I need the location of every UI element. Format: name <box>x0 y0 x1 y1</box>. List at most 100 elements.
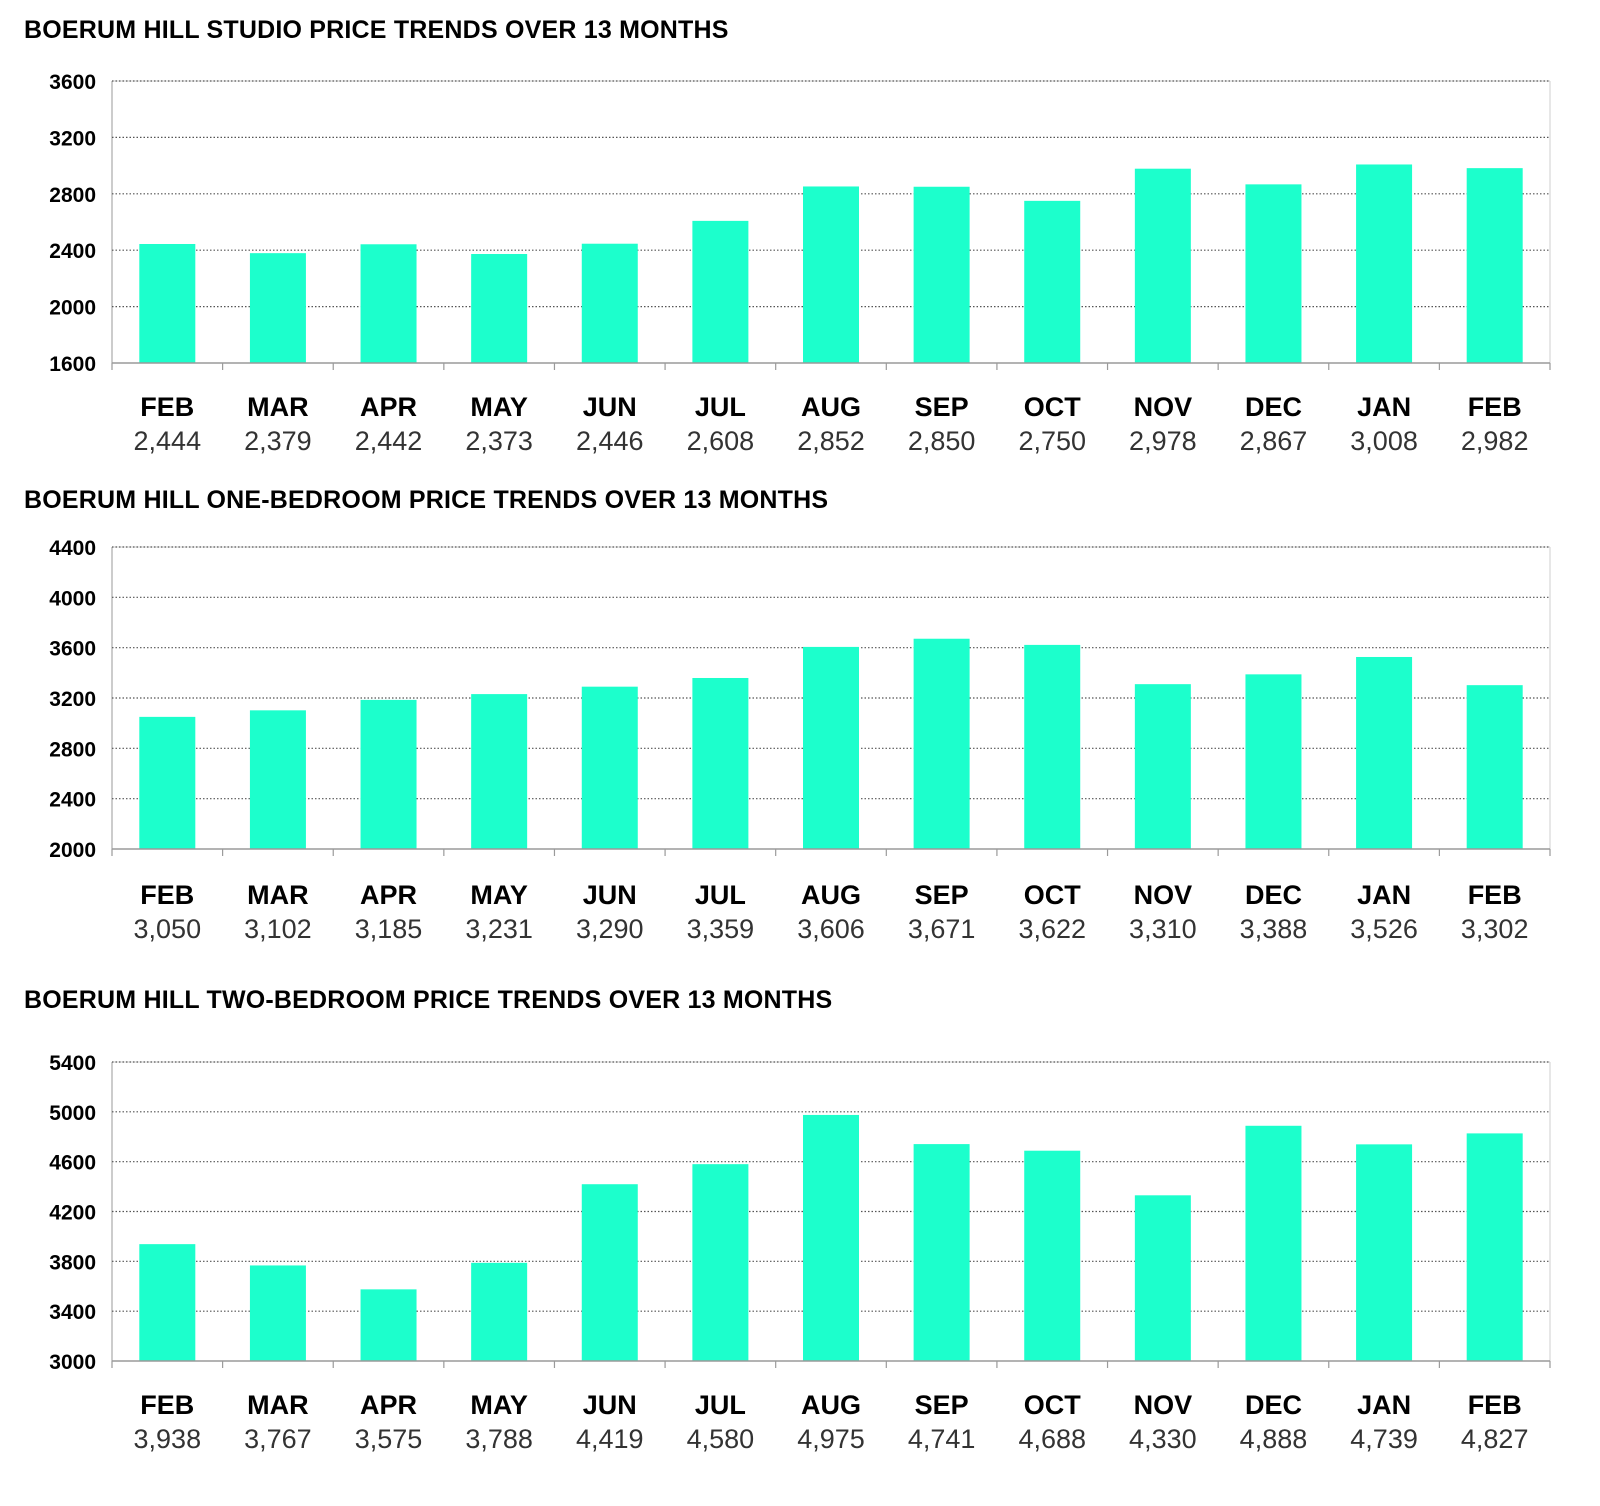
bar <box>581 243 638 363</box>
bar <box>139 716 196 849</box>
value-label: 3,185 <box>355 914 423 944</box>
month-label: DEC <box>1245 392 1302 422</box>
bar <box>913 186 970 363</box>
month-label: SEP <box>915 1390 969 1420</box>
bar <box>1134 168 1191 363</box>
value-label: 4,688 <box>1018 1424 1086 1454</box>
month-label: NOV <box>1134 880 1193 910</box>
value-label: 3,008 <box>1350 426 1418 456</box>
bar <box>913 1144 970 1361</box>
value-label: 2,442 <box>355 426 423 456</box>
value-label: 2,852 <box>797 426 865 456</box>
value-label: 3,788 <box>465 1424 533 1454</box>
bar <box>803 1114 859 1361</box>
month-label: OCT <box>1024 1390 1082 1420</box>
month-label: SEP <box>915 392 969 422</box>
one-bedroom-plot: 2000 2400 2800 3200 3600 4000 4400 FEB 3,050 MAR 3… <box>49 537 1551 944</box>
bar <box>1024 644 1081 849</box>
value-label: 4,741 <box>908 1424 976 1454</box>
value-label: 4,739 <box>1350 1424 1418 1454</box>
value-label: 3,671 <box>908 914 976 944</box>
value-label: 3,938 <box>134 1424 202 1454</box>
month-label: JUL <box>695 392 746 422</box>
month-label: JUN <box>583 1390 637 1420</box>
value-label: 3,231 <box>465 914 533 944</box>
bar <box>1245 674 1302 849</box>
month-label: JUL <box>695 880 746 910</box>
month-label: FEB <box>1468 392 1522 422</box>
bar <box>471 254 528 363</box>
month-label: APR <box>360 392 417 422</box>
y-tick-label: 5400 <box>49 1052 96 1075</box>
y-tick-label: 1600 <box>49 353 96 376</box>
value-label: 2,446 <box>576 426 644 456</box>
value-label: 3,102 <box>244 914 312 944</box>
value-label: 3,310 <box>1129 914 1197 944</box>
bar <box>249 253 306 363</box>
month-label: OCT <box>1024 392 1082 422</box>
month-label: DEC <box>1245 880 1302 910</box>
y-tick-label: 2800 <box>49 184 96 207</box>
bar <box>471 1262 528 1361</box>
month-label: APR <box>360 1390 417 1420</box>
bar <box>1356 656 1413 849</box>
bar <box>1024 200 1081 363</box>
bar <box>692 220 749 363</box>
bar <box>692 677 749 849</box>
bar <box>803 646 859 849</box>
month-label: OCT <box>1024 880 1082 910</box>
value-label: 3,526 <box>1350 914 1418 944</box>
chart-title: BOERUM HILL STUDIO PRICE TRENDS OVER 13 … <box>24 16 729 44</box>
value-label: 3,359 <box>687 914 755 944</box>
bar <box>360 1289 417 1361</box>
bar <box>249 1265 306 1361</box>
bar <box>1356 1144 1413 1361</box>
y-tick-label: 3800 <box>49 1251 96 1274</box>
y-tick-label: 5000 <box>49 1102 96 1125</box>
value-label: 2,978 <box>1129 426 1197 456</box>
value-label: 3,622 <box>1018 914 1086 944</box>
month-label: JUN <box>583 392 637 422</box>
bar <box>692 1164 749 1361</box>
y-tick-label: 4000 <box>49 587 96 610</box>
month-label: AUG <box>801 392 861 422</box>
value-label: 3,575 <box>355 1424 423 1454</box>
value-label: 3,767 <box>244 1424 312 1454</box>
y-tick-label: 2000 <box>49 839 96 862</box>
bar <box>1024 1150 1081 1361</box>
month-label: JAN <box>1357 392 1411 422</box>
bar <box>581 1184 638 1361</box>
two-bedroom-plot: 3000 3400 3800 4200 4600 5000 5400 FEB 3,938 MAR 3… <box>49 1052 1551 1454</box>
y-tick-label: 3000 <box>49 1351 96 1374</box>
one-bedroom-chart: BOERUM HILL ONE-BEDROOM PRICE TRENDS OVE… <box>0 486 1600 976</box>
y-tick-label: 4200 <box>49 1202 96 1225</box>
bar <box>139 243 196 363</box>
bar <box>1466 685 1523 849</box>
bar <box>803 186 859 363</box>
month-label: FEB <box>140 392 194 422</box>
month-label: FEB <box>140 1390 194 1420</box>
month-label: NOV <box>1134 392 1193 422</box>
chart-title: BOERUM HILL ONE-BEDROOM PRICE TRENDS OVE… <box>24 486 829 514</box>
month-label: FEB <box>1468 1390 1522 1420</box>
value-label: 3,606 <box>797 914 865 944</box>
month-label: NOV <box>1134 1390 1193 1420</box>
y-tick-label: 2400 <box>49 789 96 812</box>
y-tick-label: 3600 <box>49 71 96 94</box>
month-label: MAY <box>470 880 528 910</box>
value-label: 2,373 <box>465 426 533 456</box>
month-label: MAY <box>470 392 528 422</box>
y-tick-label: 3200 <box>49 688 96 711</box>
value-label: 4,827 <box>1461 1424 1529 1454</box>
bar <box>1245 184 1302 363</box>
month-label: JAN <box>1357 1390 1411 1420</box>
value-label: 2,444 <box>134 426 202 456</box>
y-tick-label: 2800 <box>49 738 96 761</box>
y-tick-label: 2000 <box>49 297 96 320</box>
bar <box>581 686 638 849</box>
value-label: 4,888 <box>1240 1424 1308 1454</box>
studio-chart: BOERUM HILL STUDIO PRICE TRENDS OVER 13 … <box>0 16 1600 476</box>
bar <box>1466 168 1523 363</box>
value-label: 2,867 <box>1240 426 1308 456</box>
month-label: JUN <box>583 880 637 910</box>
